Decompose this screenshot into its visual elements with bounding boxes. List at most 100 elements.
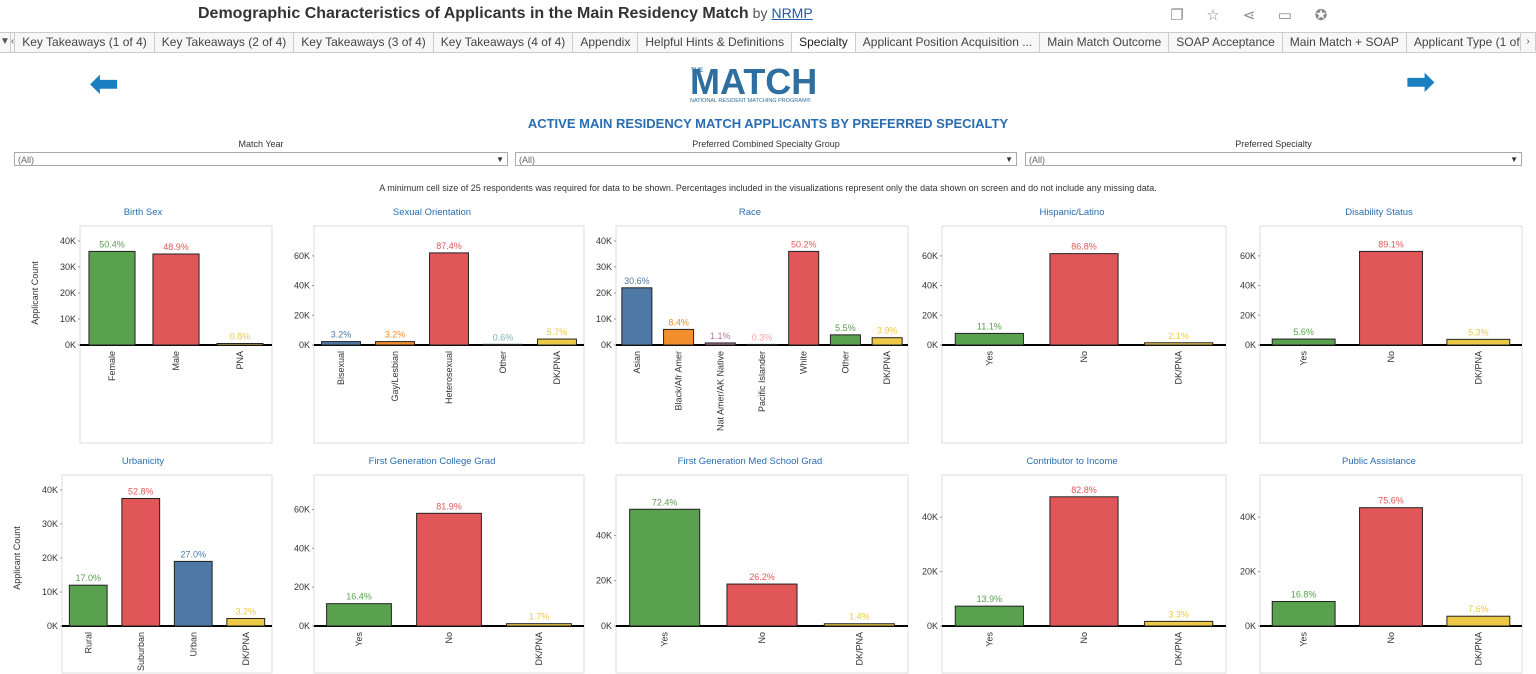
bar[interactable] xyxy=(326,603,392,627)
data-label: 17.0% xyxy=(75,573,101,583)
bar[interactable] xyxy=(746,343,778,346)
y-tick-label: 20K xyxy=(60,288,76,298)
logo-word: MATCH xyxy=(690,62,817,102)
bar[interactable] xyxy=(1144,342,1214,346)
bar[interactable] xyxy=(871,337,903,346)
bar[interactable] xyxy=(506,623,572,627)
x-tick-label: DK/PNA xyxy=(882,351,892,385)
bar[interactable] xyxy=(321,341,361,346)
author-link[interactable]: NRMP xyxy=(771,5,813,21)
match-logo: MATCH THE NATIONAL RESIDENT MATCHING PRO… xyxy=(690,61,840,104)
tab-key-takeaways-1-of-4[interactable]: Key Takeaways (1 of 4) xyxy=(15,33,155,52)
x-tick-label: PNA xyxy=(235,351,245,370)
filter-specialty-group[interactable]: (All) ▼ xyxy=(515,152,1017,166)
copy-icon[interactable]: ❐ xyxy=(1170,7,1184,24)
bar[interactable] xyxy=(829,334,861,346)
bar[interactable] xyxy=(663,328,695,346)
data-label: 26.2% xyxy=(749,572,775,582)
x-tick-label: No xyxy=(1386,351,1396,363)
tab-main-match-soap[interactable]: Main Match + SOAP xyxy=(1283,33,1407,52)
bar[interactable] xyxy=(416,512,482,627)
bar[interactable] xyxy=(375,341,415,346)
bar[interactable] xyxy=(726,583,798,627)
y-tick-label: 0K xyxy=(1245,621,1256,631)
data-label: 0.8% xyxy=(230,331,251,341)
tab-scroll-left-icon[interactable]: ‹ xyxy=(11,33,16,52)
data-note: A minimum cell size of 25 respondents wa… xyxy=(379,183,1157,193)
y-tick-label: 60K xyxy=(294,251,310,261)
bar[interactable] xyxy=(954,605,1024,627)
plot-frame xyxy=(61,474,273,674)
data-label: 89.1% xyxy=(1378,239,1404,249)
bar-chart: 0K 10K 20K 30K 40K 30.6% Asian 8.4% Black/Afr Am… xyxy=(596,225,909,444)
filter-preferred-specialty[interactable]: (All) ▼ xyxy=(1025,152,1522,166)
bar[interactable] xyxy=(1359,250,1423,346)
bar[interactable] xyxy=(429,252,469,346)
bar[interactable] xyxy=(1446,338,1511,346)
bar-chart: 0K 20K 40K 72.4% Yes 26.2% No 1.4% DK/PNA xyxy=(596,474,909,674)
chart-panel-urbanicity: Urbanicity 0K 10K 20K 30K 40K Applicant Count 1… xyxy=(12,456,274,674)
tab-main-match-outcome[interactable]: Main Match Outcome xyxy=(1040,33,1170,52)
next-arrow-icon[interactable]: ➡ xyxy=(1406,63,1435,101)
bar[interactable] xyxy=(1271,338,1336,346)
bar[interactable] xyxy=(629,508,701,627)
y-tick-label: 10K xyxy=(60,314,76,324)
by-text: by xyxy=(752,5,768,21)
data-label: 3.2% xyxy=(331,330,352,340)
tab-key-takeaways-2-of-4[interactable]: Key Takeaways (2 of 4) xyxy=(155,33,295,52)
y-tick-label: 40K xyxy=(294,543,310,553)
data-label: 75.6% xyxy=(1378,496,1404,506)
bar[interactable] xyxy=(216,342,264,346)
x-tick-label: DK/PNA xyxy=(241,632,251,666)
title-text: Demographic Characteristics of Applicant… xyxy=(198,5,749,22)
prev-arrow-icon[interactable]: ⬅ xyxy=(90,65,119,103)
tab-applicant-type-1-of-2[interactable]: Applicant Type (1 of 2) xyxy=(1407,33,1536,52)
bar[interactable] xyxy=(121,498,161,627)
bar[interactable] xyxy=(483,343,523,346)
chart-panel-birth-sex: Birth Sex 0K 10K 20K 30K 40K Applicant Count 50… xyxy=(12,207,274,444)
share-icon[interactable]: ⋖ xyxy=(1242,7,1256,24)
bar[interactable] xyxy=(88,250,136,346)
x-tick-label: Yes xyxy=(984,351,994,366)
filter-match-year[interactable]: (All) ▼ xyxy=(14,152,508,166)
comment-icon[interactable]: ▭ xyxy=(1277,7,1293,24)
bar[interactable] xyxy=(173,560,213,627)
bar[interactable] xyxy=(954,332,1024,346)
chart-panel-disability-status: Disability Status 0K 20K 40K 60K 5.6% Yes 89.1%… xyxy=(1234,207,1524,444)
filter-value: (All) xyxy=(1029,155,1045,165)
tab-dropdown-icon[interactable]: ▼ xyxy=(0,33,11,52)
tab-appendix[interactable]: Appendix xyxy=(573,33,639,52)
data-label: 50.4% xyxy=(99,239,125,249)
tab-key-takeaways-3-of-4[interactable]: Key Takeaways (3 of 4) xyxy=(294,33,434,52)
bar[interactable] xyxy=(823,623,895,627)
tab-scroll-right-icon[interactable]: › xyxy=(1520,33,1536,51)
data-label: 86.8% xyxy=(1071,242,1097,252)
bar[interactable] xyxy=(1144,620,1214,627)
bar[interactable] xyxy=(152,253,200,346)
star-icon[interactable]: ☆ xyxy=(1206,7,1220,24)
tab-helpful-hints-definitions[interactable]: Helpful Hints & Definitions xyxy=(638,33,793,52)
bar[interactable] xyxy=(1359,507,1423,627)
badge-icon[interactable]: ✪ xyxy=(1314,7,1328,24)
tab-specialty[interactable]: Specialty xyxy=(792,33,856,52)
bar[interactable] xyxy=(1271,601,1336,627)
bar[interactable] xyxy=(68,584,108,627)
bar[interactable] xyxy=(226,618,266,627)
bar[interactable] xyxy=(537,338,577,346)
y-tick-label: 0K xyxy=(927,621,938,631)
bar[interactable] xyxy=(1049,496,1119,627)
y-tick-label: 0K xyxy=(299,340,310,350)
plot-frame xyxy=(941,474,1227,674)
tab-key-takeaways-4-of-4[interactable]: Key Takeaways (4 of 4) xyxy=(434,33,574,52)
bar[interactable] xyxy=(788,250,820,346)
y-tick-label: 10K xyxy=(42,587,58,597)
bar[interactable] xyxy=(704,342,736,346)
bar[interactable] xyxy=(621,287,653,346)
tab-soap-acceptance[interactable]: SOAP Acceptance xyxy=(1169,33,1283,52)
bar[interactable] xyxy=(1446,615,1511,627)
bar[interactable] xyxy=(1049,253,1119,346)
x-tick-label: DK/PNA xyxy=(1473,351,1483,385)
logo-the: THE xyxy=(691,68,703,74)
tab-applicant-position-acquisition[interactable]: Applicant Position Acquisition ... xyxy=(856,33,1041,52)
data-label: 3.3% xyxy=(1168,609,1189,619)
